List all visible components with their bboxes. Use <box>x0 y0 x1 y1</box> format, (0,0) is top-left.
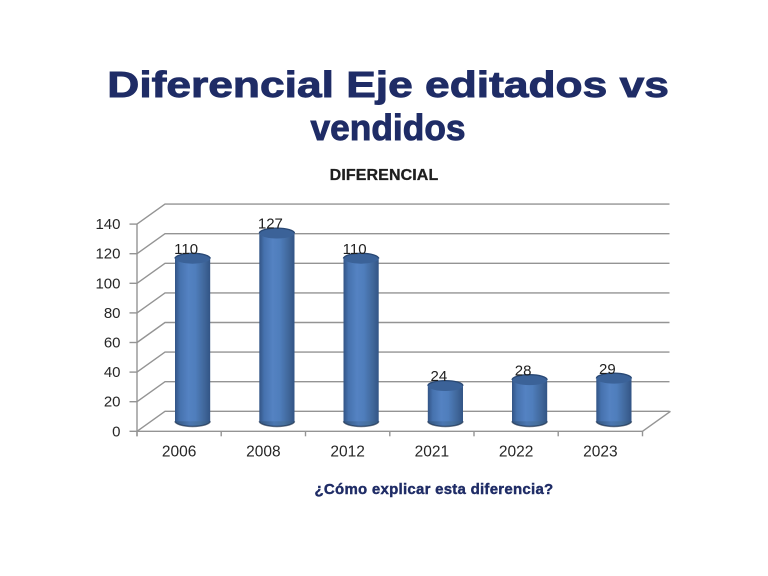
svg-text:24: 24 <box>431 368 448 385</box>
svg-text:29: 29 <box>599 361 616 378</box>
svg-text:20: 20 <box>104 394 121 411</box>
svg-text:2012: 2012 <box>330 444 364 461</box>
svg-text:2021: 2021 <box>415 444 449 461</box>
svg-text:140: 140 <box>95 216 120 233</box>
svg-text:80: 80 <box>104 305 121 322</box>
svg-text:28: 28 <box>515 362 532 379</box>
svg-text:100: 100 <box>95 275 120 292</box>
svg-text:2008: 2008 <box>246 444 280 461</box>
svg-text:2022: 2022 <box>499 444 533 461</box>
svg-text:40: 40 <box>104 364 121 381</box>
svg-text:127: 127 <box>258 216 283 233</box>
svg-text:110: 110 <box>343 241 367 258</box>
svg-text:2023: 2023 <box>583 444 617 461</box>
svg-text:60: 60 <box>104 335 121 352</box>
svg-text:110: 110 <box>174 241 198 258</box>
svg-text:0: 0 <box>112 423 120 440</box>
svg-text:2006: 2006 <box>162 444 196 461</box>
svg-text:120: 120 <box>95 246 120 263</box>
